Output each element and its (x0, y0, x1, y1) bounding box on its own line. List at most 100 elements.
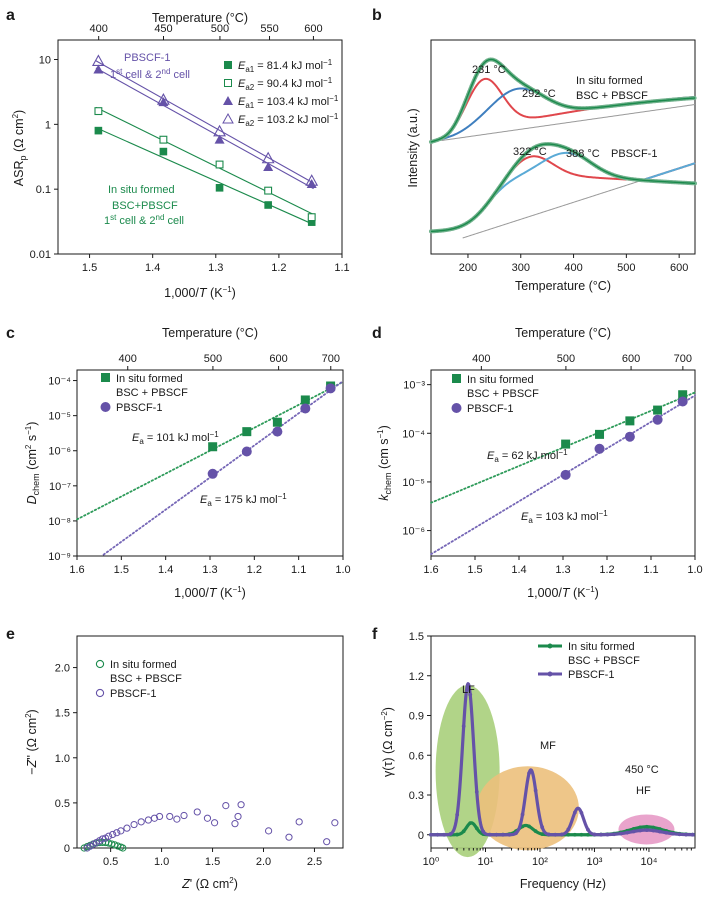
drt-point (527, 771, 531, 776)
panel-c-legend-insitu: In situ formed (116, 373, 183, 385)
data-point-green-square (208, 442, 218, 452)
y-tick-label: 0.1 (36, 184, 51, 196)
panel-f-y-ticks: 0 0.3 0.6 0.9 1.2 1.5 (409, 631, 431, 842)
panel-f-region-label-mf: MF (540, 740, 556, 752)
panel-d-legend: In situ formed BSC + PBSCF PBSCF-1 (451, 374, 539, 415)
panel-e-plot-area (80, 801, 339, 852)
nyquist-point (265, 827, 273, 835)
panel-c-top-axis-title: Temperature (°C) (162, 326, 258, 340)
panel-b-plot-area (429, 57, 697, 239)
y-tick-label: 0.01 (30, 249, 51, 261)
y-tick-label: 0 (64, 843, 70, 855)
drt-point (533, 788, 538, 793)
panel-e-legend-pbscf: PBSCF-1 (110, 688, 156, 700)
panel-e-legend-insitu: In situ formed (110, 659, 177, 671)
peak-fit-blue-upper (441, 87, 696, 141)
panel-c-x-ticks: 1.6 1.5 1.4 1.3 1.2 1.1 1.0 (69, 556, 351, 576)
drt-point (520, 812, 525, 817)
drt-point (605, 832, 610, 837)
panel-f-regions (435, 685, 675, 858)
panel-f-legend-pbscf: PBSCF-1 (568, 669, 614, 681)
panel-a-y-axis-title: ASRp (Ω cm2) (11, 110, 28, 186)
drt-point (651, 828, 656, 833)
legend-marker-purple-open-circle (95, 688, 105, 698)
nyquist-point (173, 815, 181, 823)
x-tick-label: 600 (670, 262, 688, 274)
nyquist-point (144, 816, 152, 824)
drt-point (631, 829, 636, 834)
drt-point (442, 832, 446, 837)
drt-point (540, 825, 545, 830)
nyquist-point (166, 812, 174, 821)
panel-a-group-label-insitu: In situ formed (108, 184, 175, 196)
panel-f-x-axis-title: Frequency (Hz) (520, 877, 606, 891)
drt-point (481, 829, 486, 834)
x-tick-label: 1.0 (335, 564, 350, 576)
drt-point (651, 825, 656, 830)
panel-d-top-ticks: 400 500 600 700 (472, 353, 692, 370)
data-point-green-square (242, 427, 252, 437)
x-tick-label: 1.3 (202, 564, 217, 576)
data-point-green-square (678, 390, 688, 400)
x-tick-label: 1.4 (511, 564, 526, 576)
drt-point (540, 832, 545, 836)
y-tick-label: 1.5 (55, 708, 70, 720)
data-point-open-triangle (91, 54, 105, 67)
panel-d-ea-label-insitu: Ea = 62 kJ mol−1 (487, 448, 568, 464)
panel-a-group-label-pbscf-cells: 1st cell & 2nd cell (110, 67, 190, 81)
drt-point (461, 829, 466, 834)
drt-point (468, 821, 473, 826)
data-point-filled-triangle (263, 161, 274, 171)
panel-b: b 200 300 400 500 600 Temperature (°C) Inten… (372, 7, 697, 293)
panel-d-plot-area (430, 390, 696, 556)
x-tick-label: 1.6 (423, 564, 438, 576)
panel-a-label: a (6, 7, 15, 24)
top-tick-label: 500 (557, 353, 575, 365)
x-tick-label: 1.6 (69, 564, 84, 576)
y-tick-label: 10⁻⁵ (402, 477, 425, 489)
data-point-filled-square (94, 126, 103, 135)
nyquist-point (155, 812, 164, 821)
nyquist-point (137, 818, 145, 826)
top-tick-label: 700 (674, 353, 692, 365)
data-point-green-square (300, 395, 310, 405)
data-point-green-square (272, 417, 282, 427)
legend-label-ea2-purple: Ea2 = 103.2 kJ mol−1 (238, 112, 339, 128)
drt-point (553, 832, 558, 837)
legend-marker-purple-circle (451, 403, 462, 413)
nyquist-point (130, 820, 138, 829)
drt-point (514, 831, 518, 836)
panel-d-top-axis-title: Temperature (°C) (515, 326, 611, 340)
y-tick-label: 1 (45, 119, 51, 131)
panel-b-x-axis-title: Temperature (°C) (515, 279, 611, 293)
top-tick-label: 600 (622, 353, 640, 365)
panel-a-y-ticks: 0.01 0.1 1 10 (30, 55, 58, 261)
data-point-filled-square (307, 218, 316, 226)
legend-marker-open-triangle (222, 112, 234, 124)
panel-f-y-axis-title: γ(τ) (Ω cm−2) (380, 707, 395, 777)
drt-point (468, 692, 473, 697)
drt-point (638, 828, 643, 833)
top-tick-label: 500 (204, 353, 222, 365)
panel-e-label: e (6, 626, 15, 643)
nyquist-point (295, 818, 303, 826)
x-tick-label: 1.2 (271, 262, 286, 274)
data-point-open-triangle (261, 151, 275, 164)
panel-e-frame (76, 635, 344, 849)
panel-a-top-ticks: 400 450 500 550 600 (89, 23, 323, 40)
panel-a-plot-area (91, 54, 319, 226)
fit-line (95, 106, 314, 216)
panel-f-region-label-lf: LF (462, 684, 475, 696)
legend-marker-filled-square (224, 61, 232, 69)
drt-point (599, 832, 603, 837)
drt-point (586, 832, 590, 837)
drt-point (507, 832, 512, 837)
data-point-open-triangle (213, 124, 226, 137)
panel-b-label: b (372, 7, 382, 24)
panel-b-peak-label-388: 388 °C (566, 148, 600, 160)
baseline-upper (441, 104, 696, 141)
drt-point (664, 830, 669, 835)
y-tick-label: 0.9 (409, 711, 424, 723)
panel-c-legend-pbscf: PBSCF-1 (116, 402, 162, 414)
